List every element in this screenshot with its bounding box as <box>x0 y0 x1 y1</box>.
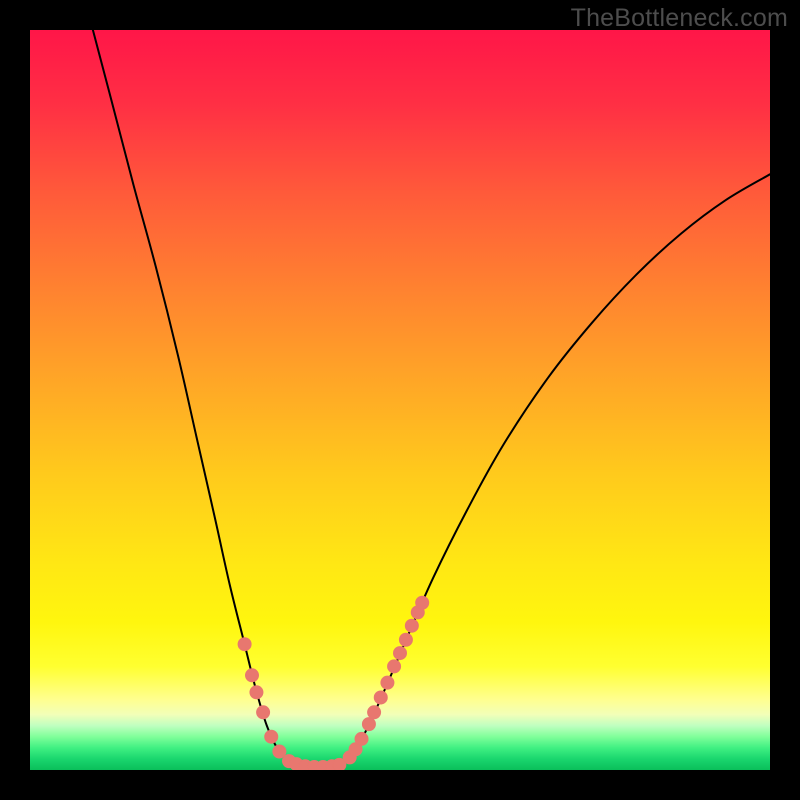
watermark-text: TheBottleneck.com <box>571 4 788 33</box>
data-marker <box>250 686 263 699</box>
data-marker <box>246 669 259 682</box>
data-marker <box>362 718 375 731</box>
data-marker <box>388 660 401 673</box>
data-marker <box>374 691 387 704</box>
data-marker <box>394 647 407 660</box>
data-marker <box>405 619 418 632</box>
data-marker <box>355 732 368 745</box>
bottleneck-curve <box>93 30 770 767</box>
data-marker <box>257 706 270 719</box>
data-marker <box>381 676 394 689</box>
data-marker <box>399 633 412 646</box>
plot-area <box>30 30 770 770</box>
data-marker <box>416 596 429 609</box>
bottleneck-curve-chart <box>30 30 770 770</box>
chart-frame: TheBottleneck.com <box>0 0 800 800</box>
data-marker <box>368 706 381 719</box>
data-marker <box>238 638 251 651</box>
data-marker <box>273 745 286 758</box>
data-marker <box>265 730 278 743</box>
